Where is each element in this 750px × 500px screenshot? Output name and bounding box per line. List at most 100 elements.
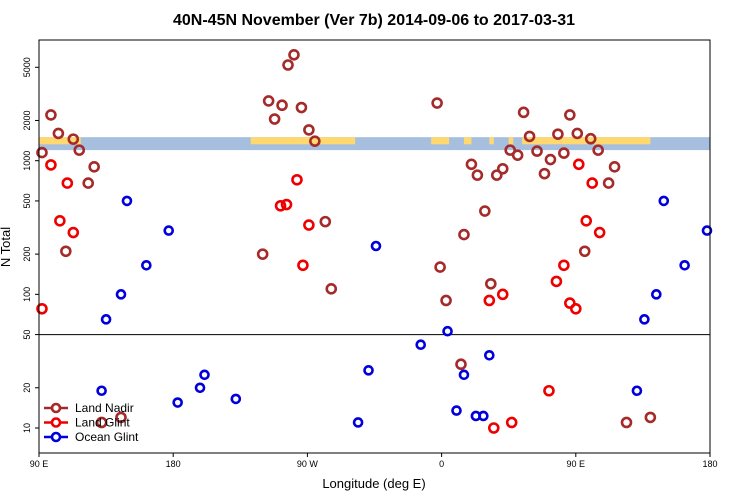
- data-point: [282, 59, 294, 71]
- data-point: [431, 97, 443, 109]
- data-point: [701, 225, 713, 236]
- data-point: [523, 130, 536, 143]
- data-point: [593, 226, 606, 239]
- data-point: [415, 339, 427, 350]
- data-point: [325, 283, 338, 295]
- data-point: [45, 109, 57, 121]
- data-point: [578, 245, 591, 258]
- x-tick-label: 180: [166, 459, 181, 469]
- data-point: [543, 384, 555, 397]
- data-point: [60, 245, 72, 258]
- data-point: [631, 385, 643, 397]
- data-point: [442, 325, 453, 337]
- data-point: [262, 95, 275, 107]
- y-tick-label: 10: [22, 423, 32, 433]
- legend-marker: [50, 402, 62, 414]
- data-point: [73, 144, 86, 156]
- data-point: [67, 226, 80, 239]
- data-point: [572, 158, 585, 171]
- data-point: [608, 161, 621, 173]
- y-tick-label: 200: [22, 247, 32, 262]
- y-axis: 10 20 50 100 200 500 1000 2000 5000: [22, 57, 39, 433]
- data-point: [297, 259, 309, 272]
- data-point: [295, 101, 308, 114]
- y-tick-label: 1000: [22, 151, 32, 171]
- data-point: [544, 153, 557, 166]
- chart-title: 40N-45N November (Ver 7b) 2014-09-06 to …: [173, 12, 575, 29]
- data-point: [52, 127, 65, 140]
- data-point: [274, 199, 287, 212]
- data-point: [531, 145, 543, 157]
- data-points: [36, 48, 713, 434]
- legend-label: Land Glint: [75, 416, 130, 430]
- data-point: [194, 382, 206, 394]
- data-point: [564, 109, 576, 121]
- data-point: [517, 106, 530, 119]
- data-point: [496, 288, 509, 301]
- data-point: [485, 277, 497, 290]
- series-land-nadir: [36, 48, 657, 429]
- data-point: [564, 297, 576, 309]
- data-point: [479, 205, 491, 217]
- data-point: [276, 99, 288, 112]
- legend-item: Land Nadir: [44, 401, 134, 415]
- data-point: [644, 411, 657, 424]
- land-segment: [463, 137, 472, 145]
- data-point: [268, 113, 281, 125]
- data-point: [95, 416, 108, 429]
- data-point: [96, 385, 107, 397]
- data-point: [303, 124, 315, 136]
- data-point: [505, 416, 518, 429]
- data-point: [141, 259, 152, 271]
- data-point: [67, 133, 80, 145]
- x-tick-label: 90 W: [297, 459, 319, 469]
- data-point: [36, 302, 48, 315]
- x-tick-label: 90 E: [30, 459, 49, 469]
- data-point: [511, 149, 524, 161]
- data-point: [440, 294, 452, 307]
- data-point: [569, 302, 582, 315]
- data-point: [584, 132, 597, 145]
- data-point: [451, 405, 462, 416]
- data-point: [455, 358, 467, 371]
- y-axis-label: N Total: [0, 227, 13, 267]
- data-point: [602, 177, 615, 189]
- data-point: [496, 162, 509, 175]
- data-point: [288, 48, 300, 61]
- data-point: [558, 147, 570, 159]
- data-point: [592, 144, 604, 156]
- y-tick-label: 500: [22, 193, 32, 208]
- series-ocean-glint: [96, 195, 713, 428]
- data-point: [458, 228, 470, 241]
- data-point: [61, 177, 74, 189]
- data-point: [363, 365, 374, 376]
- data-point: [230, 393, 242, 405]
- series-land-glint: [36, 158, 606, 434]
- data-point: [484, 349, 495, 361]
- data-point: [291, 173, 303, 186]
- data-point: [658, 195, 670, 207]
- data-point: [88, 161, 100, 173]
- land-segment: [489, 137, 494, 145]
- legend-marker: [50, 431, 62, 443]
- data-point: [115, 289, 127, 300]
- data-point: [370, 240, 382, 252]
- x-tick-label: 90 E: [567, 459, 586, 469]
- legend-item: Land Glint: [44, 416, 130, 430]
- data-point: [620, 416, 633, 429]
- data-point: [651, 289, 662, 300]
- data-point: [352, 417, 364, 428]
- x-axis: 90 E 180 90 W 0 90 E 180: [30, 453, 718, 469]
- y-tick-label: 50: [22, 330, 32, 340]
- data-point: [121, 195, 133, 207]
- y-tick-label: 100: [22, 287, 32, 302]
- y-tick-label: 20: [22, 383, 32, 393]
- data-point: [679, 259, 690, 271]
- data-point: [478, 410, 489, 422]
- data-point: [580, 215, 593, 227]
- x-tick-label: 180: [702, 459, 717, 469]
- data-point: [487, 422, 500, 434]
- data-point: [558, 259, 570, 272]
- data-point: [458, 369, 470, 381]
